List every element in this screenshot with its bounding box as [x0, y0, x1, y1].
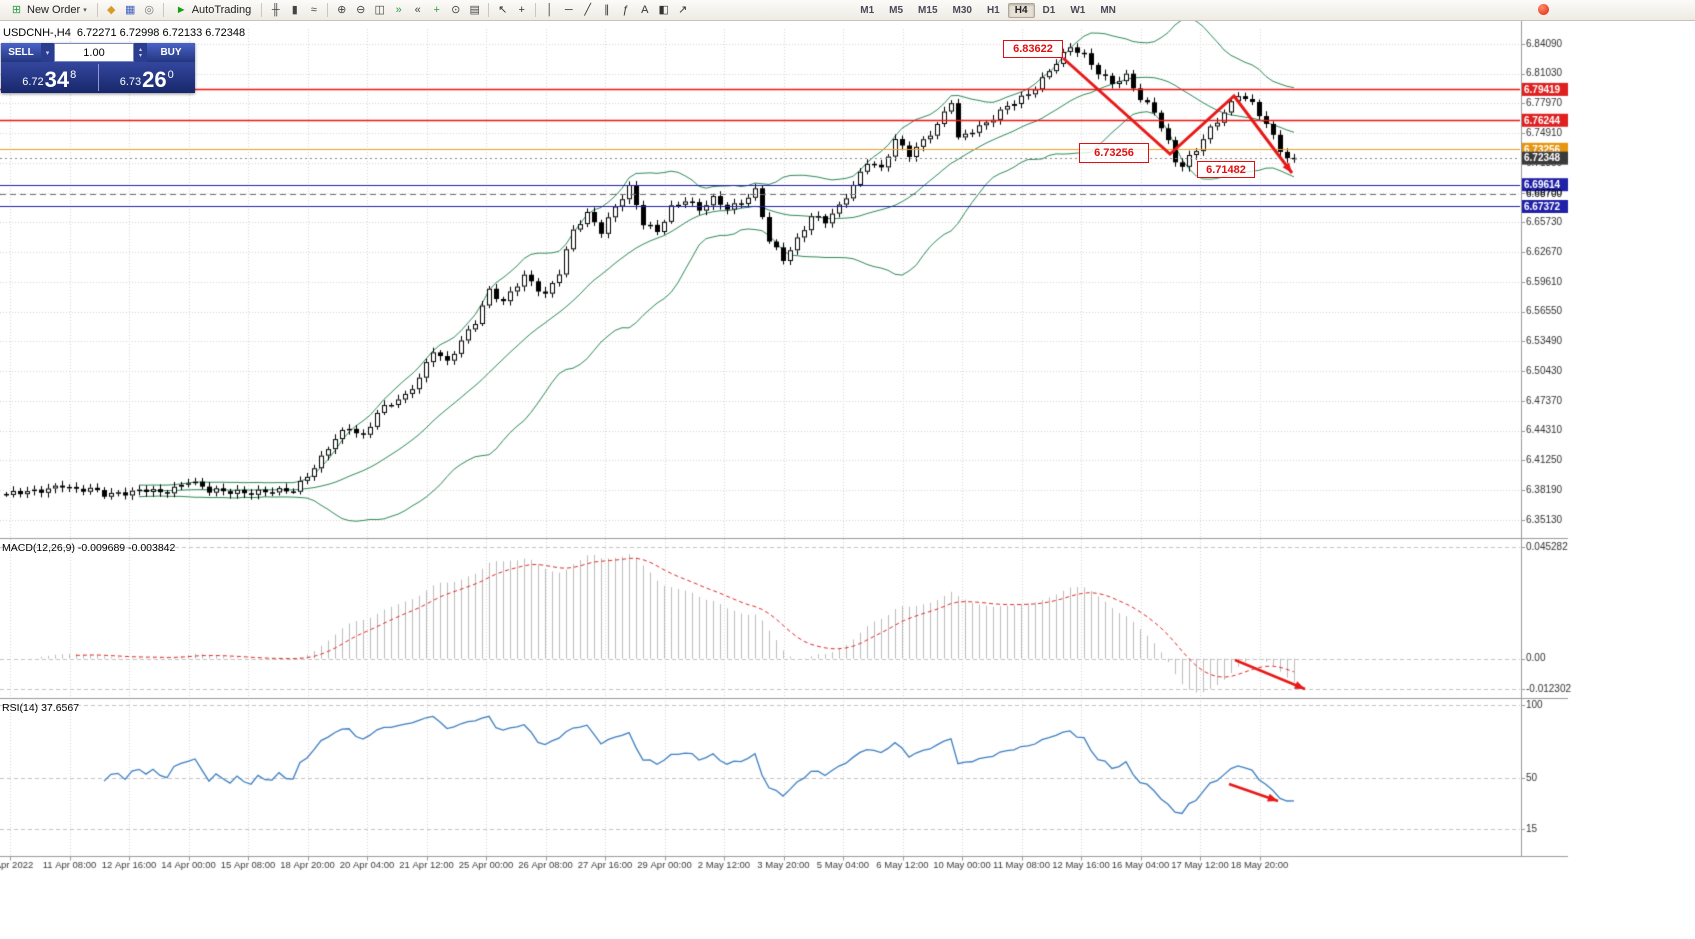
chevron-down-icon: ▾ [83, 7, 87, 14]
chart-shift-icon[interactable]: « [414, 4, 421, 16]
toolbar-separator [96, 3, 98, 17]
new-order-icon: ⊞ [11, 4, 22, 16]
tile-windows-icon[interactable]: ◫ [374, 4, 385, 16]
sell-button[interactable]: SELL [1, 43, 41, 62]
price-annotation[interactable]: 6.83622 [1003, 40, 1063, 58]
buy-price-pip: 0 [167, 69, 174, 81]
new-order-button[interactable]: ⊞ New Order ▾ [4, 2, 92, 18]
sell-price-base: 6.72 [22, 76, 44, 88]
zoom-in-icon[interactable]: ⊕ [337, 4, 347, 16]
label-icon[interactable]: ◧ [658, 4, 669, 16]
chart-tools-group: ⊕ ⊖ ◫ » « + ⊙ ▤ [333, 2, 483, 18]
autotrading-label: AutoTrading [191, 4, 252, 16]
buy-price-base: 6.73 [119, 76, 142, 88]
candlestick-chart-icon[interactable]: ▮ [291, 4, 298, 16]
cursor-group: ↖ + [494, 2, 530, 18]
timeframe-button-M30[interactable]: M30 [952, 4, 972, 16]
notification-icon[interactable] [1538, 4, 1549, 15]
ohlc-values: 6.72271 6.72998 6.72133 6.72348 [76, 27, 246, 39]
price-chart-canvas[interactable] [0, 21, 1695, 939]
timeframe-button-H1[interactable]: H1 [986, 4, 1000, 16]
buy-price-panel[interactable]: 6.73 26 0 [99, 62, 196, 93]
price-annotation[interactable]: 6.71482 [1197, 161, 1255, 178]
sell-price-big: 34 [44, 67, 70, 92]
toolbar-separator [261, 3, 263, 17]
macd-indicator-label: MACD(12,26,9) -0.009689 -0.003842 [2, 542, 176, 554]
chart-area: USDCNH-,H4 6.72271 6.72998 6.72133 6.7234… [0, 21, 1695, 939]
timeframes-group: M1 M5 M15 M30 H1 H4 D1 W1 MN [853, 2, 1123, 18]
arrows-icon[interactable]: ↗ [678, 4, 688, 16]
sell-price-pip: 8 [70, 69, 77, 81]
period-selector-icon[interactable]: ⊙ [451, 4, 461, 16]
navigator-icon[interactable]: ◎ [144, 4, 154, 16]
crosshair-icon[interactable]: + [518, 4, 525, 16]
volume-stepper[interactable]: ▴ ▾ [134, 43, 147, 62]
one-click-trading-panel: SELL ▾ ▴▾ BUY 6.72 34 8 6.73 26 0 [1, 43, 195, 93]
step-up-icon[interactable]: ▴ [138, 46, 142, 53]
ohlc-readout: USDCNH-,H4 6.72271 6.72998 6.72133 6.7234… [3, 27, 251, 39]
channel-icon[interactable]: ∥ [603, 4, 610, 16]
chart-type-group: ╫ ▮ ≈ [267, 2, 322, 18]
horizontal-line-icon[interactable]: ─ [564, 4, 573, 16]
window-icons-group: ◆ ▦ ◎ [103, 2, 158, 18]
bar-chart-icon[interactable]: ╫ [271, 4, 280, 16]
buy-button[interactable]: BUY [147, 43, 195, 62]
sell-price-panel[interactable]: 6.72 34 8 [1, 62, 98, 93]
timeframe-button-M1[interactable]: M1 [860, 4, 875, 16]
price-annotation[interactable]: 6.73256 [1079, 143, 1149, 163]
data-window-icon[interactable]: ▦ [125, 4, 136, 16]
symbol-title: USDCNH-,H4 [3, 27, 71, 39]
auto-scroll-icon[interactable]: » [395, 4, 402, 16]
buy-price-big: 26 [142, 67, 167, 92]
timeframe-button-W1[interactable]: W1 [1070, 4, 1086, 16]
rsi-indicator-label: RSI(14) 37.6567 [2, 702, 80, 714]
new-order-label: New Order [27, 4, 81, 16]
drawing-tools-group: │ ─ ╱ ∥ ƒ A ◧ ↗ [541, 2, 691, 18]
zoom-out-icon[interactable]: ⊖ [356, 4, 366, 16]
timeframe-button-D1[interactable]: D1 [1042, 4, 1056, 16]
trendline-icon[interactable]: ╱ [584, 4, 592, 16]
line-chart-icon[interactable]: ≈ [310, 4, 317, 16]
toolbar-separator [488, 3, 490, 17]
fibonacci-icon[interactable]: ƒ [622, 4, 629, 16]
vertical-line-icon[interactable]: │ [546, 4, 554, 16]
volume-input[interactable] [55, 44, 133, 61]
price-divider [97, 64, 99, 91]
new-chart-icon[interactable]: + [433, 4, 440, 16]
toolbar-separator [535, 3, 537, 17]
order-type-caret-icon[interactable]: ▾ [41, 43, 54, 62]
timeframe-button-M15[interactable]: M15 [918, 4, 938, 16]
cursor-icon[interactable]: ↖ [498, 4, 508, 16]
step-down-icon[interactable]: ▾ [138, 52, 142, 59]
templates-icon[interactable]: ▤ [469, 4, 480, 16]
timeframe-button-H4[interactable]: H4 [1007, 2, 1035, 18]
toolbar-separator [327, 3, 329, 17]
toolbar-separator [162, 3, 164, 17]
text-icon[interactable]: A [641, 4, 649, 16]
autotrading-icon: ► [175, 4, 187, 16]
timeframe-button-MN[interactable]: MN [1100, 4, 1116, 16]
toolbar: ⊞ New Order ▾ ◆ ▦ ◎ ► AutoTrading ╫ ▮ ≈ ⊕ ⊖ ◫ »… [0, 0, 1695, 21]
autotrading-button[interactable]: ► AutoTrading [169, 2, 257, 18]
timeframe-button-M5[interactable]: M5 [889, 4, 904, 16]
market-watch-icon[interactable]: ◆ [106, 4, 116, 16]
